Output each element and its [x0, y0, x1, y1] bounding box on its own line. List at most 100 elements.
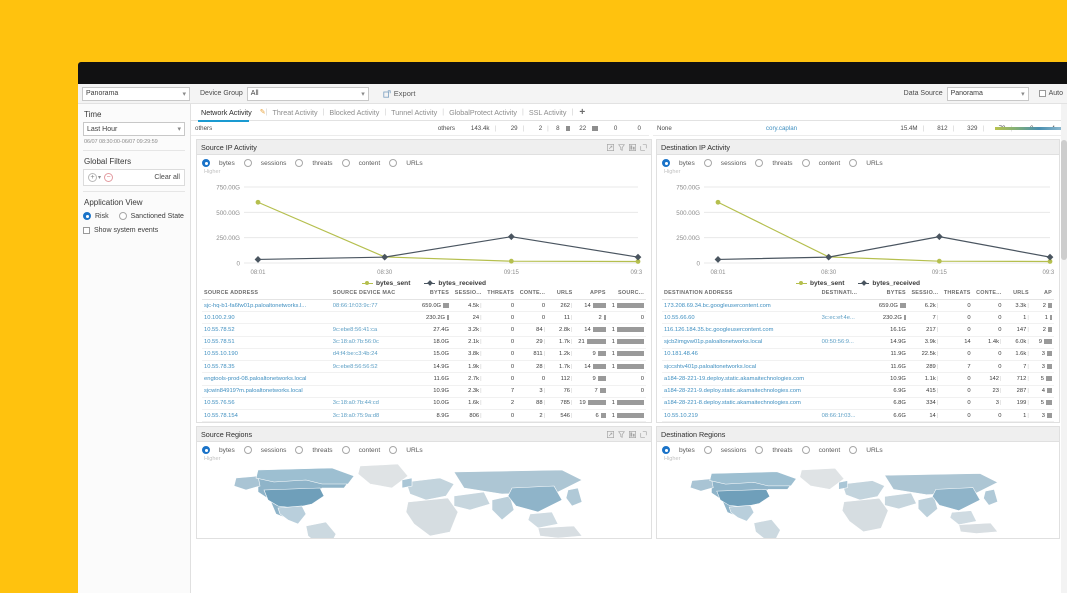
map-region-mexico[interactable] [728, 505, 755, 522]
map-region-india[interactable] [917, 496, 938, 519]
table-row[interactable]: 10.55.78.154 3c:18:a0:75:9a:d8 8.9G 806| 0 2|… [202, 409, 646, 423]
cell-mac[interactable]: d4:f4:be:c3:4b:24 [330, 348, 416, 362]
radio-threats[interactable] [755, 159, 764, 167]
tab-ssl-activity[interactable]: SSL Activity [528, 107, 567, 117]
map-region-usa[interactable] [716, 489, 771, 508]
data-source-dropdown[interactable]: Panorama ▾ [946, 86, 1029, 101]
table-row[interactable]: 10.181.48.46 11.9G 22.5k| 0 0 1.6k| 3 [662, 348, 1054, 362]
tab-blocked-activity[interactable]: Blocked Activity [329, 107, 380, 117]
map-region-usa[interactable] [263, 487, 325, 509]
map-region-europe[interactable] [405, 477, 455, 501]
cell-address[interactable]: 10.55.66.60 [662, 311, 820, 325]
tab-tunnel-activity[interactable]: Tunnel Activity [391, 107, 438, 117]
add-filter-icon[interactable]: + [88, 173, 97, 182]
table-row[interactable]: engtools-prod-08.paloaltonetworks.local 1… [202, 372, 646, 386]
map-region-south-america[interactable] [753, 519, 781, 539]
tab-globalprotect-activity[interactable]: GlobalProtect Activity [449, 107, 517, 117]
map-region-europe[interactable] [841, 480, 886, 501]
cell-address[interactable]: sjcb2imgvw01p.paloaltonetworks.local [662, 336, 820, 349]
radio-sessions[interactable] [703, 446, 712, 455]
table-row[interactable]: a184-28-221-9.deploy.static.akamaitechno… [662, 385, 1054, 398]
column-header[interactable]: CONTE... [972, 287, 1004, 300]
table-icon[interactable] [629, 143, 636, 151]
summary-user[interactable]: cory.caplan [765, 124, 798, 132]
cell-mac[interactable] [330, 311, 416, 325]
map-region-uk[interactable] [838, 480, 848, 490]
cell-mac[interactable] [819, 299, 875, 313]
vertical-scrollbar[interactable] [1061, 104, 1067, 593]
cell-mac[interactable]: 00:50:56:9... [819, 336, 875, 349]
cell-mac[interactable] [819, 348, 875, 362]
map-region-india[interactable] [491, 495, 515, 521]
destination-regions-map[interactable] [662, 462, 1054, 539]
table-row[interactable]: 173.208.69.34.bc.googleusercontent.com 65… [662, 299, 1054, 313]
column-header[interactable]: SESSIO... [907, 287, 941, 300]
table-row[interactable]: sjc-hq-b1-fa6fw01p.paloaltonetworks.l...… [202, 299, 646, 313]
filter-icon[interactable] [618, 143, 625, 151]
radio-urls[interactable] [389, 159, 398, 167]
table-row[interactable]: 116.126.184.35.bc.googleusercontent.com 1… [662, 323, 1054, 337]
cell-address[interactable]: 10.55.10.219 [662, 409, 820, 423]
cell-mac[interactable]: 3c:ec:ef:4e... [819, 311, 875, 325]
radio-sessions[interactable] [243, 159, 252, 167]
radio-content[interactable] [341, 446, 350, 455]
cell-address[interactable]: a184-28-221-8.deploy.static.akamaitechno… [662, 397, 820, 410]
cell-address[interactable]: 10.55.10.190 [202, 348, 331, 362]
export-icon[interactable] [607, 430, 614, 438]
map-region-southeast-asia[interactable] [949, 510, 977, 526]
table-row[interactable]: 10.55.78.51 3c:18:a0:7b:56:0c 18.0G 2.1k| 0 2… [202, 336, 646, 349]
column-header[interactable]: SOURCE DEVICE MAC [330, 287, 416, 300]
map-region-uk[interactable] [401, 477, 413, 489]
maximize-icon[interactable] [640, 143, 647, 151]
cell-address[interactable]: a184-28-221-9.deploy.static.akamaitechno… [662, 385, 820, 398]
cell-mac[interactable] [819, 372, 875, 386]
maximize-icon[interactable] [640, 431, 647, 438]
cell-mac[interactable]: 3c:18:a0:75:9a:d8 [330, 409, 416, 423]
map-region-alaska[interactable] [233, 475, 261, 491]
map-region-canada[interactable] [255, 467, 355, 485]
cell-address[interactable]: sjccshtv401p.paloaltonetworks.local [662, 360, 820, 374]
column-header[interactable]: SOURCE ADDRESS [202, 287, 331, 300]
table-row[interactable]: 10.55.76.56 3c:18:a0:7b:44:cd 10.0G 1.6k| 2 8… [202, 397, 646, 410]
radio-content[interactable] [801, 446, 810, 455]
cell-address[interactable]: 10.100.2.90 [202, 311, 331, 325]
radio-risk[interactable] [83, 212, 91, 220]
table-row[interactable]: 10.55.66.60 3c:ec:ef:4e... 230.2G 7| 0 0 1| 1 [662, 311, 1054, 325]
cell-mac[interactable]: 9c:ebe8:56:56:52 [330, 360, 416, 374]
cell-mac[interactable] [819, 323, 875, 337]
radio-bytes[interactable] [202, 446, 210, 455]
map-region-australia[interactable] [537, 525, 583, 539]
cell-address[interactable]: 10.55.78.35 [202, 360, 331, 374]
table-row[interactable]: 10.55.10.219 08:66:1f:03... 6.6G 14| 0 0 1| 3 [662, 409, 1054, 423]
map-region-middle-east[interactable] [453, 491, 491, 511]
column-header[interactable]: CONTE... [516, 287, 548, 300]
column-header[interactable]: URLS [1003, 287, 1031, 300]
column-header[interactable]: AP [1030, 287, 1054, 300]
map-region-greenland[interactable] [357, 463, 409, 489]
radio-bytes[interactable] [662, 446, 670, 455]
column-header[interactable]: URLS [547, 287, 575, 300]
map-region-mexico[interactable] [277, 505, 307, 525]
radio-content[interactable] [801, 159, 810, 167]
cell-mac[interactable]: 9c:ebe8:56:41:ca [330, 323, 416, 337]
filter-icon[interactable] [618, 431, 625, 438]
map-region-alaska[interactable] [689, 478, 714, 492]
cell-address[interactable]: engtools-prod-08.paloaltonetworks.local [202, 372, 331, 386]
column-header[interactable]: SOURC... [607, 287, 646, 300]
edit-pencil-icon[interactable]: ✎ [259, 109, 266, 116]
cell-mac[interactable] [819, 397, 875, 410]
cell-address[interactable]: a184-28-221-19.deploy.static.akamaitechn… [662, 372, 820, 386]
time-range-dropdown[interactable]: Last Hour ▾ [83, 122, 185, 136]
cell-address[interactable]: sjcwin84919?m.paloaltonetworks.local [202, 385, 331, 398]
tab-network-activity[interactable]: Network Activity [196, 108, 257, 122]
radio-sanctioned-state[interactable] [118, 212, 127, 220]
tab-threat-activity[interactable]: Threat Activity [272, 107, 318, 117]
column-header[interactable]: THREATS [940, 287, 973, 300]
device-group-dropdown[interactable]: All ▾ [246, 86, 369, 101]
source-regions-map[interactable] [202, 462, 646, 539]
map-region-china[interactable] [507, 485, 563, 513]
radio-bytes[interactable] [662, 159, 670, 167]
map-region-china[interactable] [932, 487, 981, 512]
cell-address[interactable]: 173.208.69.34.bc.googleusercontent.com [662, 299, 820, 313]
cell-address[interactable]: sjc-hq-b1-fa6fw01p.paloaltonetworks.l... [202, 299, 331, 313]
